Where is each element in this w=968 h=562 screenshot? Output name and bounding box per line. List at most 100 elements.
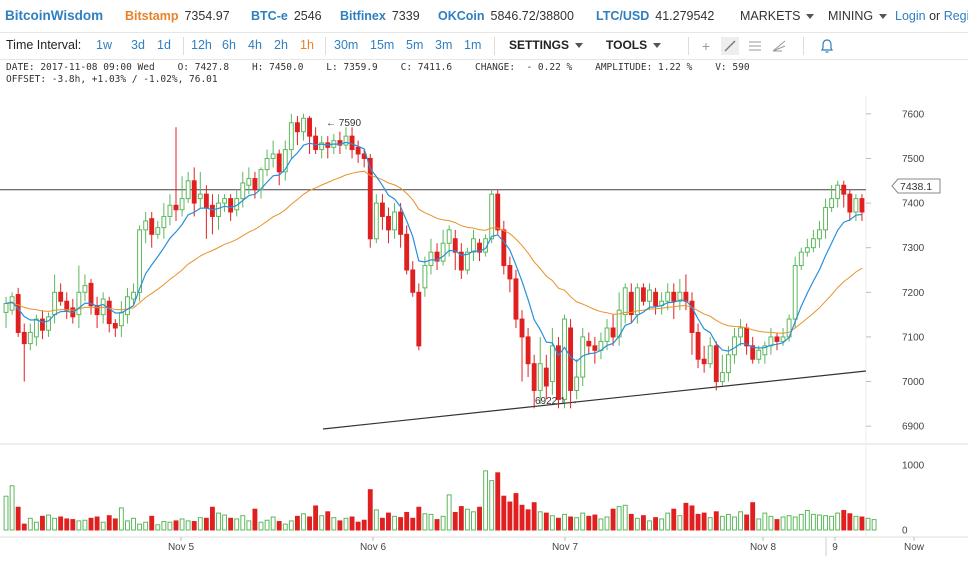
interval-1d[interactable]: 1d (157, 38, 171, 52)
pitchfork-icon[interactable] (770, 37, 788, 55)
candle-body (379, 202, 385, 217)
volume-bar (313, 505, 319, 531)
y-tick-label: 7200 (902, 288, 925, 299)
volume-bar (847, 513, 853, 531)
volume-bar (525, 509, 531, 531)
candle-body (744, 327, 750, 347)
volume-bar (841, 510, 847, 531)
candle-body (586, 340, 592, 347)
interval-5m[interactable]: 5m (406, 38, 424, 52)
candle-body (137, 229, 143, 293)
candle-body (434, 251, 440, 262)
volume-bar (33, 521, 39, 531)
candle-body (701, 358, 707, 365)
volume-bar (446, 494, 452, 531)
line-draw-icon[interactable] (721, 37, 739, 55)
candle-body (647, 289, 652, 302)
volume-bar (531, 502, 537, 531)
login-link[interactable]: Login (895, 9, 926, 23)
volume-bar (167, 521, 173, 531)
ticker-okcoin[interactable]: OKCoin 5846.72/38800 (438, 9, 574, 23)
low-annotation: 6922.1 → (535, 396, 578, 407)
candle-body (27, 331, 33, 345)
divider (183, 37, 184, 55)
volume-bar (70, 519, 76, 531)
volume-bar (592, 514, 598, 531)
register-link[interactable]: Register (943, 9, 968, 23)
volume-bar (671, 508, 677, 531)
candle-body (428, 251, 434, 267)
interval-30m[interactable]: 30m (334, 38, 359, 52)
candle-body (21, 331, 27, 345)
volume-bar (501, 495, 507, 531)
interval-2h[interactable]: 2h (274, 38, 288, 52)
ema-fast-line (5, 141, 863, 363)
candle-body (519, 318, 525, 338)
markets-menu[interactable]: MARKETS (740, 9, 815, 23)
volume-bar (604, 516, 610, 531)
volume-bar (137, 523, 143, 531)
site-logo[interactable]: BitcoinWisdom (5, 8, 104, 23)
interval-4h[interactable]: 4h (248, 38, 262, 52)
interval-1h[interactable]: 1h (300, 38, 314, 52)
volume-bar (131, 517, 136, 531)
candle-body (258, 169, 264, 191)
volume-bar (586, 515, 592, 531)
candle-body (343, 135, 349, 146)
volume-bar (100, 521, 106, 531)
candle-body (313, 135, 319, 151)
fib-lines-icon[interactable] (746, 37, 764, 55)
candle-body (810, 238, 816, 249)
interval-3m[interactable]: 3m (435, 38, 453, 52)
interval-1m[interactable]: 1m (464, 38, 482, 52)
volume-bar (762, 512, 768, 531)
volume-bar (428, 513, 434, 531)
ticker-bitfinex[interactable]: Bitfinex 7339 (340, 9, 420, 23)
y-tick-label: 7400 (902, 199, 925, 210)
ticker-bitstamp[interactable]: Bitstamp 7354.97 (125, 9, 230, 23)
volume-bar (622, 504, 628, 531)
ticker-btce[interactable]: BTC-e 2546 (251, 9, 322, 23)
candle-body (118, 311, 124, 327)
candle-body (155, 227, 161, 235)
candle-body (653, 291, 659, 307)
interval-15m[interactable]: 15m (370, 38, 395, 52)
crosshair-icon[interactable]: + (701, 38, 711, 54)
candle-body (665, 291, 671, 302)
ticker-ltc-usd[interactable]: LTC/USD 41.279542 (596, 9, 715, 23)
volume-bar (94, 516, 100, 531)
volume-bar (155, 524, 161, 531)
volume-bar (543, 512, 549, 531)
alert-bell-icon[interactable] (818, 37, 836, 55)
candle-body (131, 291, 136, 300)
candle-body (404, 233, 410, 271)
candle-body (568, 327, 574, 391)
candle-body (556, 345, 561, 400)
interval-1w[interactable]: 1w (96, 38, 112, 52)
volume-tick-label: 0 (902, 526, 908, 537)
volume-bar (653, 517, 659, 531)
volume-bar (179, 518, 185, 531)
volume-bar (319, 515, 325, 531)
interval-12h[interactable]: 12h (191, 38, 212, 52)
candle-body (203, 193, 209, 209)
volume-bar (82, 519, 88, 531)
candle-body (725, 354, 731, 374)
volume-bar (768, 515, 774, 531)
candle-body (216, 202, 221, 217)
interval-3d[interactable]: 3d (131, 38, 145, 52)
settings-menu[interactable]: SETTINGS (509, 38, 584, 52)
y-tick-label: 7600 (902, 109, 925, 120)
top-bar: BitcoinWisdom Bitstamp 7354.97 BTC-e 2546 … (0, 0, 968, 33)
y-tick-label: 7300 (902, 243, 925, 254)
candle-body (398, 211, 404, 235)
mining-menu[interactable]: MINING (828, 9, 888, 23)
candle-body (64, 300, 70, 311)
chevron-down-icon (575, 43, 584, 49)
candle-body (46, 316, 51, 331)
candle-body (452, 238, 458, 253)
interval-6h[interactable]: 6h (222, 38, 236, 52)
volume-bar (294, 515, 300, 531)
tools-menu[interactable]: TOOLS (606, 38, 662, 52)
